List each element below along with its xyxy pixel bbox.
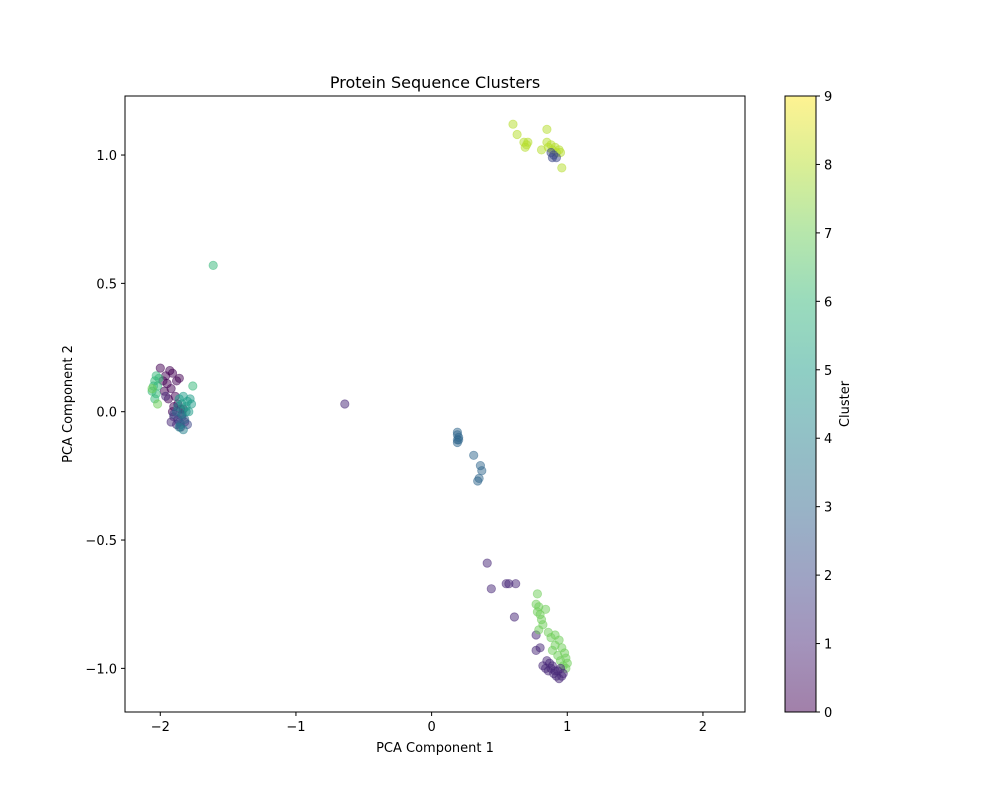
plot-frame (124, 95, 746, 713)
x-axis: −2 −1 0 1 2 (151, 712, 707, 735)
data-point (486, 584, 496, 594)
colorbar-tick-label: 2 (824, 569, 832, 584)
x-tick-label: 0 (427, 720, 435, 735)
data-point (161, 391, 171, 401)
data-point (184, 407, 194, 417)
data-point (534, 625, 544, 635)
data-point (477, 466, 487, 476)
y-tick-label: −0.5 (85, 534, 117, 549)
data-point (531, 645, 541, 656)
data-point (473, 476, 483, 486)
data-point (177, 399, 187, 409)
data-point (186, 399, 197, 409)
colorbar (785, 96, 816, 712)
data-point (544, 658, 555, 668)
y-tick-label: 0.5 (96, 277, 117, 292)
colorbar-tick-label: 6 (824, 295, 832, 310)
colorbar-tick-label: 3 (824, 501, 832, 516)
data-point (174, 373, 184, 383)
data-point (511, 579, 521, 589)
y-axis-label: PCA Component 2 (61, 345, 76, 463)
x-tick-label: −1 (286, 720, 305, 735)
colorbar-tick-label: 8 (824, 158, 832, 173)
colorbar-tick-label: 4 (824, 432, 832, 447)
data-point (520, 142, 530, 152)
x-tick-label: 1 (563, 720, 571, 735)
data-point (155, 363, 165, 373)
data-point (153, 399, 163, 409)
data-point (509, 612, 520, 622)
data-point (208, 260, 218, 270)
y-tick-label: 0.0 (96, 406, 117, 421)
data-point (557, 163, 567, 173)
data-point (540, 604, 551, 614)
y-tick-label: −1.0 (85, 662, 117, 677)
data-point (469, 450, 479, 460)
data-point (174, 422, 184, 432)
colorbar-frame (784, 95, 817, 713)
colorbar-axis: 0 1 2 3 4 5 6 7 8 9 (816, 90, 832, 721)
x-axis-label: PCA Component 1 (376, 741, 494, 756)
data-point (547, 153, 558, 163)
data-point (188, 381, 198, 391)
data-point (532, 589, 543, 599)
chart-title: Protein Sequence Clusters (330, 73, 540, 92)
colorbar-tick-label: 1 (824, 638, 832, 653)
data-point (555, 656, 566, 666)
data-point (452, 437, 462, 448)
data-point (508, 119, 518, 129)
data-point (340, 399, 350, 409)
colorbar-tick-label: 7 (824, 227, 832, 242)
y-axis: −1.0 −0.5 0.0 0.5 1.0 (85, 149, 125, 677)
colorbar-tick-label: 5 (824, 364, 832, 379)
colorbar-label: Cluster (838, 380, 853, 427)
y-tick-label: 1.0 (96, 149, 117, 164)
data-point (154, 373, 164, 383)
x-tick-label: −2 (151, 720, 170, 735)
x-tick-label: 2 (699, 720, 707, 735)
data-point (550, 666, 560, 676)
data-point (542, 124, 552, 134)
data-point (482, 558, 492, 568)
data-point (147, 383, 157, 394)
points-layer (147, 119, 572, 684)
colorbar-tick-label: 9 (824, 90, 832, 105)
data-point (167, 368, 178, 378)
data-point (512, 129, 522, 140)
colorbar-tick-label: 0 (824, 706, 832, 721)
data-point (550, 640, 560, 650)
